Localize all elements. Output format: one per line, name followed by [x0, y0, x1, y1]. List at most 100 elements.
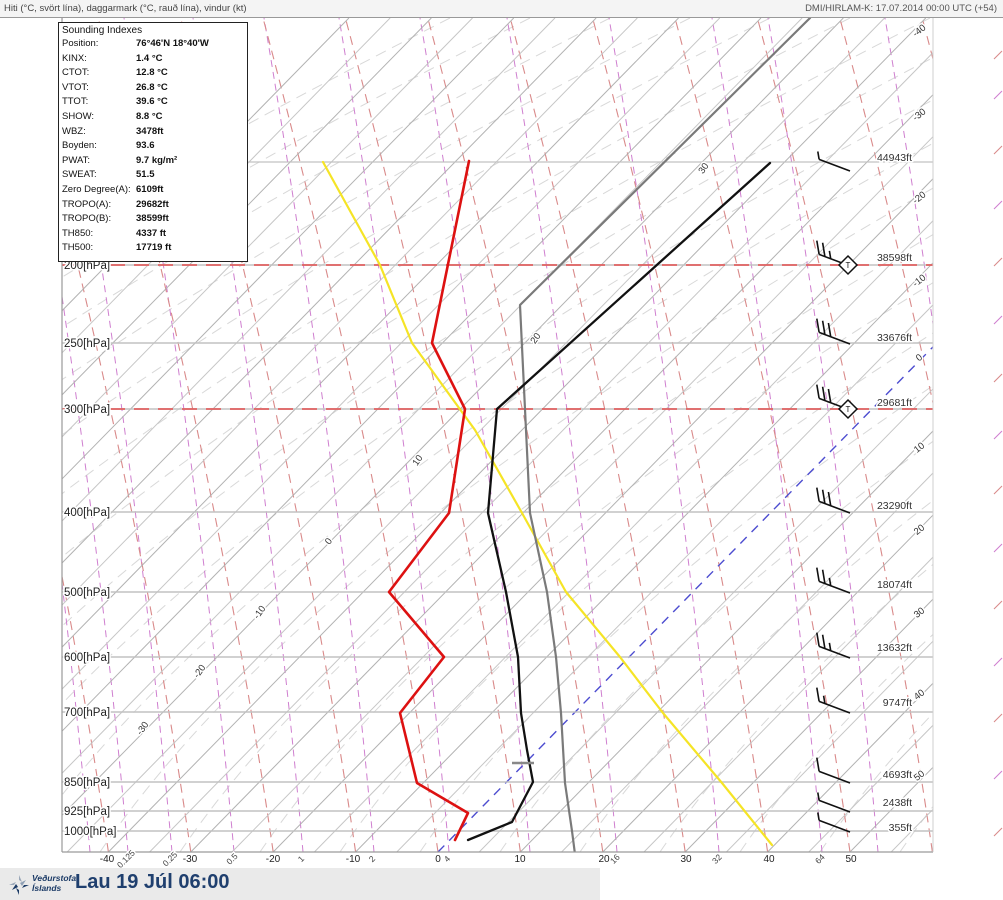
- index-label: KINX:: [62, 52, 87, 64]
- pressure-label: 850[hPa]: [64, 777, 110, 789]
- sounding-index-row: TTOT: 39.6 °C: [59, 95, 247, 110]
- sounding-index-row: WBZ: 3478ft: [59, 125, 247, 140]
- org-name-line1: Veðurstofa: [32, 873, 77, 883]
- temp-tick-label: 40: [763, 854, 775, 865]
- index-label: SWEAT:: [62, 169, 97, 181]
- pressure-label: 700[hPa]: [64, 707, 110, 719]
- altitude-label: 33676ft: [877, 332, 912, 344]
- index-label: TROPO(A):: [62, 198, 112, 210]
- sounding-index-row: SWEAT: 51.5: [59, 168, 247, 183]
- isotherm-edge-label: 40: [912, 687, 927, 702]
- index-value: 93.6: [136, 140, 155, 152]
- vedurstofa-logo-icon: [9, 875, 29, 895]
- index-label: TH850:: [62, 227, 94, 239]
- pressure-label: 200[hPa]: [64, 260, 110, 272]
- adiabat-label: 30: [696, 161, 711, 176]
- pressure-label: 300[hPa]: [64, 404, 110, 416]
- org-name-line2: Íslands: [32, 883, 62, 893]
- sounding-index-row: TH500: 17719 ft: [59, 241, 247, 256]
- tropopause-diamond-letter: T: [846, 261, 851, 270]
- header-bar: Hiti (°C, svört lína), daggarmark (°C, r…: [0, 0, 1003, 18]
- index-value: 12.8 °C: [136, 67, 168, 79]
- model-run-text: DMI/HIRLAM-K: 17.07.2014 00:00 UTC (+54): [805, 3, 997, 14]
- adiabat-label: 0: [323, 536, 335, 547]
- mixing-ratio-label: 16: [608, 852, 622, 866]
- index-label: VTOT:: [62, 81, 89, 93]
- temp-tick-label: 10: [514, 854, 526, 865]
- altitude-label: 23290ft: [877, 500, 912, 512]
- index-value: 6109ft: [136, 183, 164, 195]
- temp-tick-label: 20: [598, 854, 610, 865]
- skewt-svg: 200[hPa] 250[hPa] 300[hPa] 400[hPa] 500[hPa]…: [61, 18, 1003, 871]
- index-value: 29682ft: [136, 198, 169, 210]
- index-label: CTOT:: [62, 67, 90, 79]
- sounding-indexes-box: Sounding Indexes Position: 76°46'N 18°40'…: [58, 22, 248, 262]
- mixing-ratio-label: 2: [367, 853, 378, 864]
- mixing-ratio-label: 0.5: [224, 851, 240, 867]
- wind-barbs: TT: [816, 151, 859, 833]
- index-label: WBZ:: [62, 125, 86, 137]
- index-value: 1.4 °C: [136, 52, 163, 64]
- index-label: Zero Degree(A):: [62, 183, 131, 195]
- isotherm-edge-label: -30: [911, 106, 929, 123]
- sounding-index-row: VTOT: 26.8 °C: [59, 81, 247, 96]
- adiabat-label: -20: [192, 663, 209, 681]
- sounding-index-row: Position: 76°46'N 18°40'W: [59, 37, 247, 52]
- tropopause-diamond-icon: [837, 398, 859, 420]
- footer-panel: [0, 868, 600, 900]
- sounding-indexes-rows: Position: 76°46'N 18°40'W KINX: 1.4 °C CTOT:…: [59, 37, 247, 256]
- altitude-label: 38598ft: [877, 252, 912, 264]
- temp-tick-label: -20: [266, 854, 281, 865]
- isotherm-edge-label: 10: [912, 440, 927, 455]
- altitude-label: 355ft: [889, 822, 912, 834]
- altitude-label: 9747ft: [883, 697, 912, 709]
- mixing-ratio-label: 4: [442, 853, 453, 864]
- index-label: SHOW:: [62, 110, 95, 122]
- sounding-index-row: PWAT: 9.7 kg/m²: [59, 154, 247, 169]
- legend-text: Hiti (°C, svört lína), daggarmark (°C, r…: [4, 3, 247, 14]
- sounding-index-row: Boyden: 93.6: [59, 139, 247, 154]
- chart-grid: [62, 18, 933, 852]
- temp-tick-label: -30: [183, 854, 198, 865]
- index-label: PWAT:: [62, 154, 90, 166]
- isotherm-edge-label: -40: [911, 22, 929, 39]
- parcel-curve: [321, 160, 774, 847]
- index-value: 9.7 kg/m²: [136, 154, 178, 166]
- index-value: 8.8 °C: [136, 110, 163, 122]
- pressure-label: 1000[hPa]: [64, 826, 116, 838]
- adiabat-label: 20: [528, 331, 543, 346]
- mixing-ratio-label: 1: [296, 853, 307, 864]
- altitude-label: 29681ft: [877, 397, 912, 409]
- index-value: 3478ft: [136, 125, 164, 137]
- mixing-ratio-label: 64: [813, 852, 827, 866]
- pressure-label: 400[hPa]: [64, 507, 110, 519]
- sounding-index-row: TROPO(A): 29682ft: [59, 198, 247, 213]
- index-label: Position:: [62, 38, 99, 49]
- footer-bar: Veðurstofa Íslands Lau 19 Júl 06:00: [0, 868, 1003, 900]
- altitude-label: 4693ft: [883, 769, 912, 781]
- skewt-chart: 200[hPa] 250[hPa] 300[hPa] 400[hPa] 500[hPa]…: [61, 18, 1003, 871]
- tropopause-diamond-icon: [837, 254, 859, 276]
- mixing-ratio-label: 32: [710, 852, 724, 866]
- sounding-index-row: TH850: 4337 ft: [59, 227, 247, 242]
- altitude-label: 13632ft: [877, 642, 912, 654]
- altitude-label: 44943ft: [877, 152, 912, 164]
- pressure-label: 600[hPa]: [64, 652, 110, 664]
- sounding-index-row: SHOW: 8.8 °C: [59, 110, 247, 125]
- isotherm-edge-label: 20: [912, 522, 927, 537]
- sounding-index-row: KINX: 1.4 °C: [59, 52, 247, 67]
- altitude-label: 2438ft: [883, 797, 912, 809]
- mixing-ratio-label: 0.125: [115, 848, 137, 868]
- adiabat-label: 10: [410, 453, 425, 468]
- tropopause-diamond-letter: T: [846, 405, 851, 414]
- index-value: 39.6 °C: [136, 96, 168, 108]
- altitude-label: 18074ft: [877, 579, 912, 591]
- sounding-index-row: TROPO(B): 38599ft: [59, 212, 247, 227]
- temp-tick-label: -10: [346, 854, 361, 865]
- index-value: 38599ft: [136, 213, 169, 225]
- index-value: 26.8 °C: [136, 81, 168, 93]
- temp-tick-label: 50: [845, 854, 857, 865]
- reference-curve: [518, 18, 812, 852]
- org-name: Veðurstofa Íslands: [32, 873, 76, 893]
